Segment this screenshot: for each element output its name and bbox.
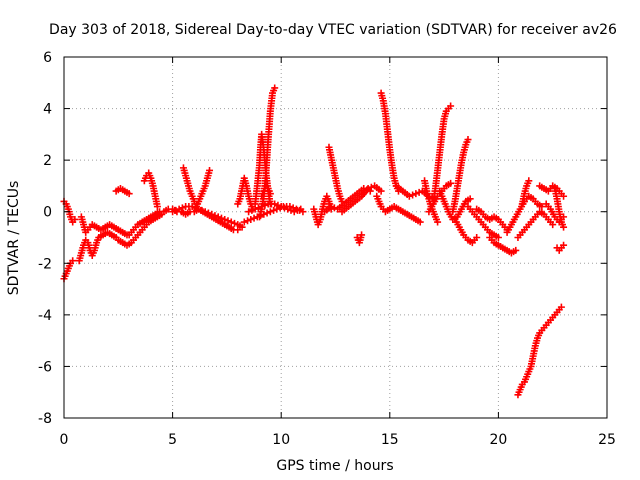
y-tick-label: 2 [43,153,52,169]
plot-frame [63,56,608,419]
data-point [538,203,546,211]
data-point [250,214,258,222]
data-point [271,200,279,208]
data-point [204,209,212,217]
data-point [253,213,261,221]
x-tick-label: 15 [381,432,399,448]
data-point [240,218,248,226]
data-point [557,303,565,311]
data-point [211,212,219,220]
y-tick-label: 0 [43,205,52,221]
data-point [251,205,259,213]
data-point [560,241,568,249]
data-point [293,206,301,214]
y-tick-label: 4 [43,102,52,118]
data-point [416,218,424,226]
data-point [244,217,252,225]
data-point [447,102,455,110]
data-point [560,223,568,231]
data-point [245,208,253,216]
data-point [178,204,186,212]
data-point [258,203,266,211]
data-point [409,191,417,199]
data-point [254,204,262,212]
data-point [549,221,557,229]
data-point [266,208,274,216]
data-point [327,203,335,211]
x-tick-label: 5 [168,432,177,448]
data-point [466,195,474,203]
data-point [257,212,265,220]
data-point [263,209,271,217]
x-tick-label: 25 [598,432,616,448]
data-point [270,206,278,214]
data-point [412,190,420,198]
x-axis-label: GPS time / hours [276,458,393,474]
data-point [191,204,199,212]
data-point [287,206,295,214]
data-point [560,192,568,200]
data-point [201,208,209,216]
data-point [271,84,279,92]
x-tick-labels: 0 5 10 15 20 25 [60,432,616,448]
data-point [525,177,533,185]
axis-ticks [63,56,608,419]
data-point [277,203,285,211]
y-tick-label: -4 [38,308,52,324]
data-point [274,201,282,209]
data-point [284,205,292,213]
data-point [280,204,288,212]
x-tick-label: 10 [272,432,290,448]
data-point [364,185,372,193]
data-point [464,136,472,144]
data-point [266,190,274,198]
data-point [125,190,133,198]
y-tick-label: -6 [38,359,52,375]
data-point [494,234,502,241]
data-point [217,214,225,222]
data-point [214,213,222,221]
data-point [71,215,79,223]
data-point [260,210,268,218]
data-point [224,217,232,225]
data-point [227,218,235,226]
data-point [261,201,269,209]
data-point [377,187,385,195]
data-point [188,203,196,211]
chart-title: Day 303 of 2018, Sidereal Day-to-day VTE… [49,22,617,38]
data-point [273,205,281,213]
x-tick-label: 20 [489,432,507,448]
data-point [290,208,298,216]
data-point [238,223,246,231]
data-point [512,246,520,254]
data-point [231,219,239,227]
data-point [198,206,206,214]
data-point [358,231,366,239]
data-point [248,206,256,214]
data-point [247,215,255,223]
data-point [434,218,442,226]
y-tick-label: 6 [43,50,52,66]
data-point [175,205,183,213]
data-point [297,205,305,213]
data-point [153,203,161,211]
y-tick-labels: -8 -6 -4 -2 0 2 4 6 [38,50,52,427]
y-axis-label: SDTVAR / TECUs [6,181,22,296]
y-tick-label: -8 [38,411,52,427]
data-point [405,192,413,200]
data-point [447,179,455,187]
x-tick-label: 0 [60,432,69,448]
data-point [221,215,229,223]
data-point [169,208,177,216]
data-point [195,205,203,213]
data-point [69,257,77,265]
y-tick-label: -2 [38,256,52,272]
data-points [60,84,568,399]
data-point [172,206,180,214]
data-point [208,210,216,218]
data-point [473,234,481,241]
